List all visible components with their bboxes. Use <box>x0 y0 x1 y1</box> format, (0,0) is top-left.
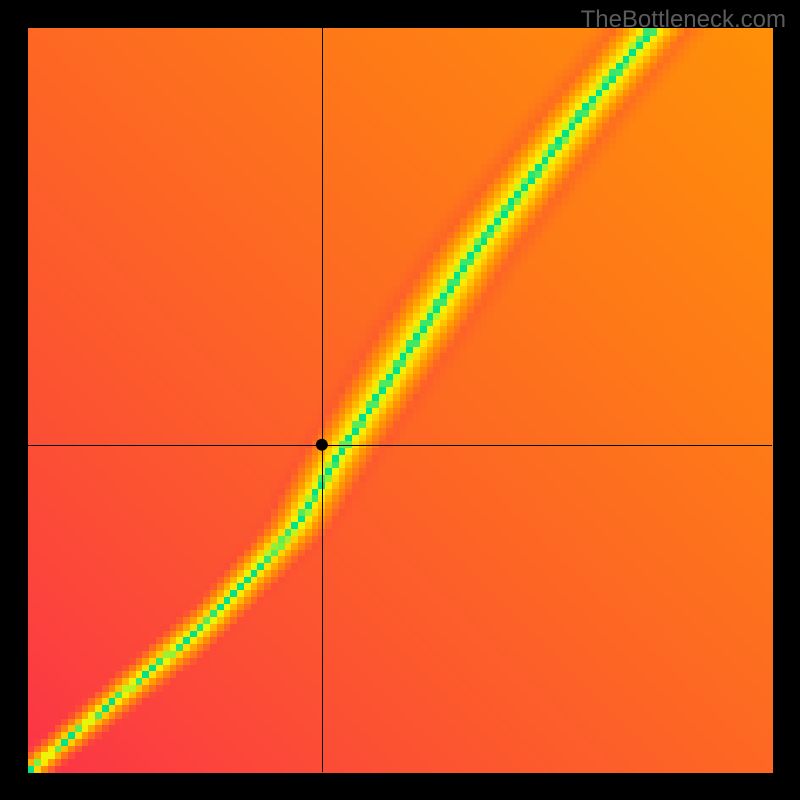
bottleneck-heatmap <box>0 0 800 800</box>
chart-container: TheBottleneck.com <box>0 0 800 800</box>
